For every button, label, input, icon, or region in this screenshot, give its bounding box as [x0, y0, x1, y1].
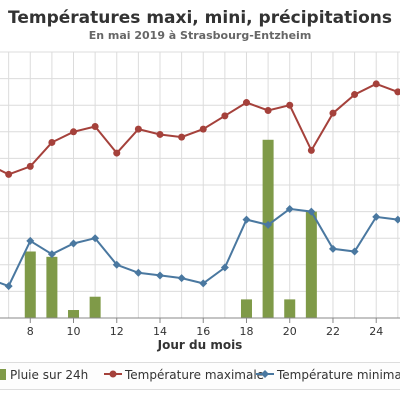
tmin-point[interactable]	[307, 207, 316, 216]
tmin-point[interactable]	[91, 234, 100, 243]
tmin-point[interactable]	[220, 263, 229, 272]
legend-tmax-label: Température maximale	[125, 368, 265, 382]
tmax-line	[0, 82, 399, 176]
x-tick-label: 22	[326, 325, 340, 338]
tmax-point[interactable]	[242, 99, 250, 107]
rain-bar[interactable]	[24, 251, 36, 319]
tmax-point[interactable]	[221, 112, 229, 120]
x-tick-label: 14	[153, 325, 167, 338]
tmax-point[interactable]	[178, 133, 186, 141]
tmax-point[interactable]	[26, 162, 34, 170]
x-tick-label: 20	[283, 325, 297, 338]
tmin-point[interactable]	[47, 250, 56, 259]
tmax-point[interactable]	[286, 101, 294, 109]
tmax-point[interactable]	[156, 130, 164, 138]
tmin-point[interactable]	[177, 274, 186, 283]
grid-lines	[0, 51, 400, 319]
tmin-point[interactable]	[199, 279, 208, 288]
chart-title: Températures maxi, mini, précipitations	[8, 8, 392, 28]
x-tick-label: 16	[196, 325, 210, 338]
legend-item-tmin[interactable]: Température minimale	[256, 368, 400, 382]
tmin-point[interactable]	[134, 268, 143, 277]
x-tick-label: 8	[27, 325, 34, 338]
tmax-point[interactable]	[134, 125, 142, 133]
tmax-point[interactable]	[329, 109, 337, 117]
tmin-point[interactable]	[26, 236, 35, 245]
tmax-point[interactable]	[351, 91, 359, 99]
tmin-point[interactable]	[4, 282, 13, 291]
tmin-point[interactable]	[393, 215, 400, 224]
rain-bar[interactable]	[240, 299, 252, 318]
rain-bar[interactable]	[89, 296, 101, 318]
tmax-point[interactable]	[372, 80, 380, 88]
legend-tmax-swatch	[104, 370, 122, 378]
tmax-point[interactable]	[394, 88, 400, 96]
rain-bar[interactable]	[68, 310, 80, 318]
x-axis-ticks: 8 10 12 14 16 18 20 22 24	[27, 318, 383, 338]
tmax-point[interactable]	[91, 122, 99, 130]
legend-item-tmax[interactable]: Température maximale	[104, 368, 264, 382]
tmin-point[interactable]	[156, 271, 164, 280]
chart-legend: Pluie sur 24h Température maximale Tempé…	[0, 362, 400, 390]
temperature-lines	[0, 80, 400, 291]
tmin-point[interactable]	[264, 220, 273, 229]
tmax-point[interactable]	[264, 107, 272, 115]
tmin-point[interactable]	[285, 204, 294, 213]
legend-tmin-swatch	[256, 370, 274, 378]
tmin-point[interactable]	[69, 239, 78, 248]
x-tick-label: 12	[110, 325, 124, 338]
tmin-line	[0, 207, 398, 288]
x-tick-label: 10	[67, 325, 81, 338]
tmin-point[interactable]	[350, 247, 359, 256]
rain-bar[interactable]	[46, 256, 58, 318]
x-axis-label: Jour du mois	[157, 338, 243, 352]
tmin-point[interactable]	[112, 260, 121, 269]
x-tick-label: 18	[239, 325, 253, 338]
tmin-point[interactable]	[328, 244, 337, 253]
tmax-point[interactable]	[48, 138, 56, 146]
chart-subtitle: En mai 2019 à Strasbourg-Entzheim	[88, 29, 312, 42]
x-tick-label: 24	[369, 325, 383, 338]
legend-item-rain[interactable]: Pluie sur 24h	[0, 368, 88, 382]
tmin-point[interactable]	[372, 212, 381, 221]
rain-bar[interactable]	[284, 299, 296, 318]
tmax-point[interactable]	[307, 146, 315, 154]
tmax-point[interactable]	[5, 170, 13, 178]
tmin-point[interactable]	[242, 215, 251, 224]
legend-rain-label: Pluie sur 24h	[10, 368, 89, 382]
legend-rain-swatch	[0, 369, 6, 380]
legend-tmin-label: Température minimale	[277, 368, 400, 382]
tmax-point[interactable]	[199, 125, 207, 133]
rain-bar[interactable]	[305, 211, 317, 318]
tmax-point[interactable]	[70, 128, 78, 136]
tmax-point[interactable]	[113, 149, 121, 157]
